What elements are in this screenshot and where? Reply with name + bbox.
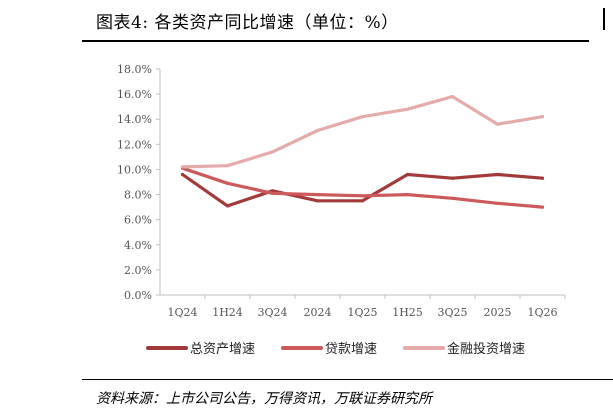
data-point xyxy=(225,204,230,208)
series-line-3 xyxy=(180,94,545,169)
data-point xyxy=(360,194,365,198)
data-point xyxy=(180,172,185,177)
y-tick-label: 8.0% xyxy=(124,189,152,202)
data-point xyxy=(405,172,410,177)
data-point xyxy=(270,150,275,154)
y-tick-label: 2.0% xyxy=(124,264,152,277)
data-point xyxy=(405,107,410,111)
data-point xyxy=(540,176,545,180)
data-point xyxy=(360,199,365,203)
y-tick-label: 4.0% xyxy=(124,239,152,252)
x-tick-label: 3Q24 xyxy=(257,306,287,319)
data-point xyxy=(225,181,230,185)
data-point xyxy=(405,192,410,197)
data-point xyxy=(540,115,545,119)
x-tick-label: 2024 xyxy=(304,306,332,319)
data-point xyxy=(495,172,500,177)
data-point xyxy=(270,191,275,195)
y-tick-label: 12.0% xyxy=(117,138,152,151)
data-point xyxy=(360,115,365,119)
data-point xyxy=(450,176,455,180)
legend-label: 贷款增速 xyxy=(325,342,377,357)
y-tick-label: 16.0% xyxy=(117,88,152,101)
data-point xyxy=(540,205,545,209)
data-point xyxy=(315,192,320,197)
x-tick-label: 2025 xyxy=(484,306,512,319)
x-tick-label: 1Q24 xyxy=(167,306,197,319)
x-tick-label: 1Q26 xyxy=(527,306,557,319)
y-tick-label: 14.0% xyxy=(117,113,152,126)
data-point xyxy=(450,196,455,200)
legend-label: 总资产增速 xyxy=(190,342,255,357)
x-tick-label: 1H25 xyxy=(392,306,423,319)
data-point xyxy=(450,95,455,99)
x-tick-label: 1H24 xyxy=(212,306,243,319)
legend-label: 金融投资增速 xyxy=(447,341,525,357)
y-tick-label: 18.0% xyxy=(117,63,152,76)
data-point xyxy=(315,128,320,133)
x-tick-label: 3Q25 xyxy=(437,306,467,319)
y-tick-label: 6.0% xyxy=(124,214,152,227)
line-chart: 0.0% 2.0% 4.0% 6.0% 8.0% 10.0% 12.0% 14.0% 16.0%… xyxy=(117,63,566,357)
data-point xyxy=(180,165,185,169)
adjacent-panel-edge xyxy=(603,8,613,30)
source-note: 资料来源：上市公司公告，万得资讯，万联证券研究所 xyxy=(96,391,432,407)
title-divider xyxy=(82,40,589,42)
data-point xyxy=(495,122,500,126)
title-bar: 图表4: 各类资产同比增速（单位：%） xyxy=(82,0,589,40)
x-tick-label: 1Q25 xyxy=(347,306,377,319)
source-divider xyxy=(82,379,613,380)
data-point xyxy=(495,201,500,205)
chart-title: 图表4: 各类资产同比增速（单位：%） xyxy=(96,13,399,33)
data-point xyxy=(225,164,230,168)
y-tick-label: 10.0% xyxy=(117,163,152,176)
y-tick-label: 0.0% xyxy=(124,289,152,302)
data-point xyxy=(315,199,320,203)
